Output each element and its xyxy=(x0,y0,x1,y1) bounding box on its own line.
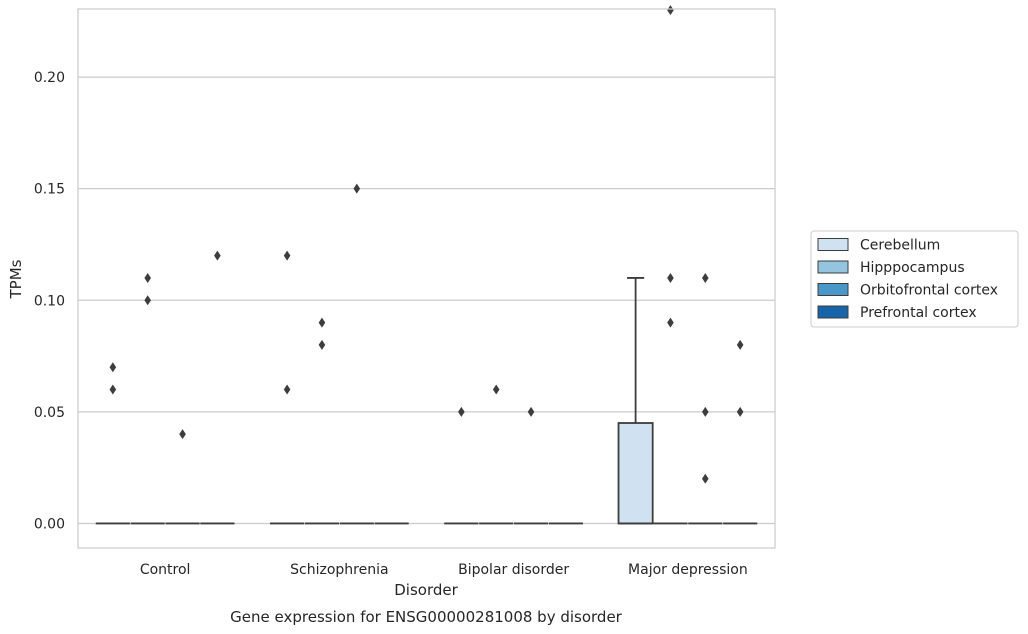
box-group xyxy=(479,384,514,525)
plot-frame xyxy=(77,8,776,549)
y-tick-label: 0.20 xyxy=(34,70,65,86)
box-group xyxy=(723,339,758,525)
box-group xyxy=(130,272,165,525)
x-tick-label: Major depression xyxy=(628,562,748,578)
outlier-point xyxy=(702,473,709,484)
box-group xyxy=(200,250,235,525)
outlier-point xyxy=(527,406,535,417)
x-tick-labels: Control Schizophrenia Bipolar disorder Majo… xyxy=(140,562,748,578)
box-group xyxy=(513,406,549,525)
outlier-point xyxy=(283,384,291,395)
outlier-point xyxy=(736,339,744,350)
legend-label: Cerebellum xyxy=(860,238,940,254)
legend: Cerebellum Hipppocampus Orbitofrontal cort… xyxy=(810,230,1019,328)
outlier-point xyxy=(214,250,221,261)
y-tick-label: 0.00 xyxy=(34,516,65,532)
legend-swatch xyxy=(817,305,849,319)
outlier-point xyxy=(667,5,674,16)
outlier-point xyxy=(144,295,151,306)
box-group xyxy=(270,250,305,525)
box-group xyxy=(339,183,374,525)
outlier-point xyxy=(318,317,326,328)
outlier-point xyxy=(109,362,117,373)
box-group xyxy=(304,317,340,525)
outlier-point xyxy=(283,250,291,261)
plot-background xyxy=(78,9,775,548)
x-tick-label: Schizophrenia xyxy=(290,562,388,578)
x-axis-label: Disorder xyxy=(394,581,458,599)
box-group xyxy=(95,362,130,525)
legend-label: Orbitofrontal cortex xyxy=(860,283,998,299)
y-tick-label: 0.15 xyxy=(34,182,65,198)
box-group xyxy=(165,429,200,525)
outlier-point xyxy=(458,406,465,417)
outlier-point xyxy=(702,406,709,417)
legend-label: Hipppocampus xyxy=(860,260,965,276)
box-group xyxy=(688,272,723,525)
legend-label: Prefrontal cortex xyxy=(860,305,977,321)
y-tick-label: 0.10 xyxy=(34,293,65,309)
outlier-point xyxy=(318,339,326,350)
y-tick-label: 0.05 xyxy=(34,405,65,421)
outlier-point xyxy=(179,429,186,440)
legend-swatch xyxy=(817,283,849,296)
box xyxy=(617,422,654,525)
outlier-point xyxy=(702,272,709,283)
outlier-point xyxy=(109,384,117,395)
box-group xyxy=(653,5,688,525)
outlier-point xyxy=(144,272,151,283)
box-series xyxy=(95,5,758,525)
y-tick-labels: 0.00 0.05 0.10 0.15 0.20 xyxy=(34,70,65,532)
legend-frame xyxy=(810,230,1019,328)
outlier-point xyxy=(353,183,361,194)
x-tick-label: Bipolar disorder xyxy=(458,562,569,578)
y-axis-label: TPMs xyxy=(7,259,25,299)
outlier-point xyxy=(667,272,674,283)
chart-title: Gene expression for ENSG00000281008 by d… xyxy=(230,608,623,626)
x-tick-label: Control xyxy=(140,562,191,578)
legend-swatch xyxy=(817,260,849,274)
outlier-point xyxy=(667,317,674,328)
outlier-point xyxy=(492,384,500,395)
legend-swatch xyxy=(817,238,849,251)
outlier-point xyxy=(736,406,744,417)
box-group xyxy=(617,277,654,525)
box-group xyxy=(444,406,479,525)
